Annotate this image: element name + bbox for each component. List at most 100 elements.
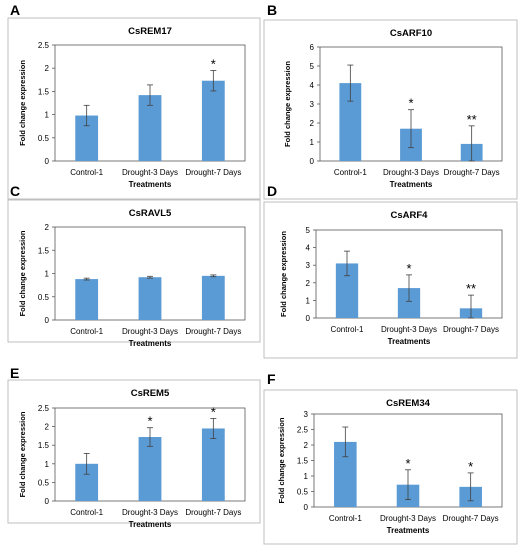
bar [201, 275, 225, 320]
y-tick-label: 1.5 [38, 246, 50, 255]
y-tick-label: 1 [45, 111, 50, 120]
bar [334, 441, 357, 507]
x-axis-label: Treatments [129, 180, 172, 189]
panel-letter: A [10, 2, 20, 18]
x-tick-label: Control-1 [329, 514, 362, 523]
y-axis-label: Fold change expression [18, 230, 27, 316]
significance-marker: * [405, 456, 410, 471]
chart-panel-e: E CsREM5 0 0.5 1 1.5 2 2.5 Fold change expressio… [7, 365, 261, 529]
panel-letter: B [267, 2, 277, 18]
x-axis-label: Treatments [388, 337, 431, 346]
significance-marker: * [211, 57, 216, 72]
y-tick-label: 1.5 [38, 441, 50, 450]
panel-letter: D [267, 183, 277, 199]
y-axis-label: Fold change expression [18, 60, 27, 146]
panel-frame [263, 201, 518, 359]
y-tick-label: 2 [45, 64, 50, 73]
y-tick-label: 6 [310, 43, 315, 52]
x-axis-label: Treatments [129, 339, 172, 348]
x-tick-label: Drought-7 Days [185, 168, 241, 177]
significance-marker: ** [467, 112, 477, 127]
y-tick-label: 5 [306, 226, 311, 235]
x-axis-label: Treatments [390, 180, 433, 189]
significance-marker: * [211, 404, 216, 419]
y-tick-label: 1 [45, 270, 50, 279]
y-tick-label: 4 [306, 244, 311, 253]
bar [75, 463, 99, 501]
significance-marker: * [147, 414, 152, 429]
y-tick-label: 0 [310, 157, 315, 166]
y-tick-label: 2.5 [38, 404, 50, 413]
chart-title: CsREM34 [386, 398, 431, 409]
significance-marker: * [468, 459, 473, 474]
chart-panel-b: B CsARF10 0 1 2 3 4 5 6 Fold change expression Con… [263, 2, 518, 200]
x-tick-label: Drought-7 Days [443, 325, 499, 334]
bar [138, 437, 162, 501]
y-tick-label: 2.5 [38, 41, 50, 50]
chart-panel-f: F CsREM34 0 0.5 1 1.5 2 2.5 3 Fold change express… [263, 371, 518, 545]
y-tick-label: 2 [310, 119, 315, 128]
y-tick-label: 0 [45, 316, 50, 325]
x-tick-label: Control-1 [70, 508, 103, 517]
y-tick-label: 3 [304, 410, 309, 419]
y-tick-label: 1.5 [297, 457, 309, 466]
y-tick-label: 1 [45, 460, 50, 469]
chart-title: CsREM17 [128, 26, 172, 37]
bar [75, 279, 99, 320]
y-tick-label: 1 [304, 472, 309, 481]
y-tick-label: 5 [310, 62, 315, 71]
x-tick-label: Drought-3 Days [122, 508, 178, 517]
x-tick-label: Drought-3 Days [383, 168, 439, 177]
y-axis-label: Fold change expression [18, 411, 27, 497]
x-tick-label: Drought-3 Days [381, 325, 437, 334]
x-axis-label: Treatments [387, 526, 430, 535]
significance-marker: * [406, 261, 411, 276]
y-tick-label: 1 [310, 138, 315, 147]
y-tick-label: 0.5 [297, 488, 309, 497]
y-tick-label: 2 [45, 223, 50, 232]
y-tick-label: 0 [304, 503, 309, 512]
x-tick-label: Control-1 [70, 168, 103, 177]
x-tick-label: Drought-7 Days [185, 327, 241, 336]
y-tick-label: 0.5 [38, 293, 50, 302]
x-tick-label: Control-1 [331, 325, 364, 334]
chart-title: CsARF10 [390, 28, 432, 39]
panel-frame [263, 19, 518, 200]
y-tick-label: 2.5 [297, 426, 309, 435]
panel-letter: F [267, 371, 276, 387]
significance-marker: ** [466, 281, 476, 296]
panel-letter: C [10, 183, 20, 199]
y-tick-label: 1.5 [38, 87, 50, 96]
y-tick-label: 0.5 [38, 478, 50, 487]
chart-title: CsARF4 [391, 210, 429, 221]
x-tick-label: Drought-7 Days [185, 508, 241, 517]
x-tick-label: Drought-7 Days [444, 168, 500, 177]
bar [201, 428, 225, 501]
x-axis-label: Treatments [129, 520, 172, 529]
y-tick-label: 2 [306, 279, 311, 288]
y-axis-label: Fold change expression [277, 417, 286, 503]
bar [397, 288, 421, 318]
y-tick-label: 0.5 [38, 134, 50, 143]
chart-panel-c: C CsRAVL5 0 0.5 1 1.5 2 Fold change expression C… [7, 183, 261, 348]
y-axis-label: Fold change expression [283, 61, 292, 147]
y-tick-label: 4 [310, 81, 315, 90]
bar [138, 95, 162, 161]
chart-title: CsREM5 [131, 388, 170, 399]
chart-title: CsRAVL5 [129, 208, 172, 219]
x-tick-label: Drought-3 Days [380, 514, 436, 523]
bar [335, 263, 359, 318]
y-tick-label: 1 [306, 296, 311, 305]
bar [138, 277, 162, 320]
chart-panel-d: D CsARF4 0 1 2 3 4 5 Fold change expression Contr… [263, 183, 518, 359]
y-tick-label: 0 [45, 497, 50, 506]
y-tick-label: 3 [310, 100, 315, 109]
x-tick-label: Drought-7 Days [443, 514, 499, 523]
x-tick-label: Control-1 [334, 168, 367, 177]
y-tick-label: 2 [304, 441, 309, 450]
y-tick-label: 0 [45, 157, 50, 166]
bar [75, 115, 99, 161]
bar [339, 83, 362, 161]
chart-panel-a: A CsREM17 0 0.5 1 1.5 2 2.5 Fold change expressi… [7, 2, 261, 200]
